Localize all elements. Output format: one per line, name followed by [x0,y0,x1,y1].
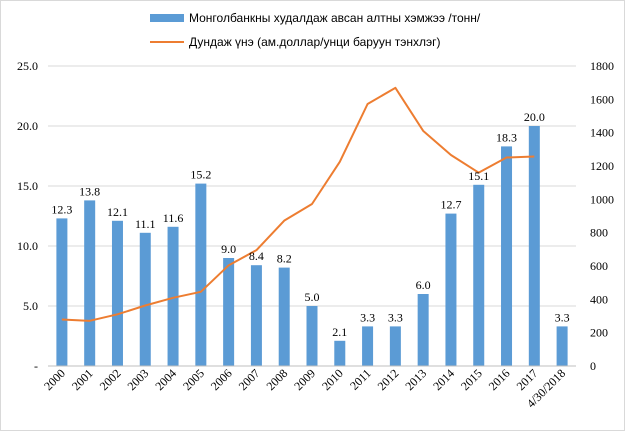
line-series [61,86,535,322]
bar [139,232,151,366]
bar-data-label: 3.3 [555,310,570,324]
price-line [61,86,535,322]
bar [306,306,318,366]
bar-data-label: 11.6 [163,211,184,225]
legend-bar-label: Монголбанкны худалдаж авсан алтны хэмжээ… [189,11,481,25]
y-left-tick-label: - [34,359,38,373]
bar-data-label: 18.3 [496,130,517,144]
y-right-tick-label: 400 [590,292,608,306]
x-tick-label: 2015 [458,366,485,393]
bar [223,258,235,366]
x-tick-label: 2013 [402,366,429,393]
gridlines [48,65,576,307]
x-tick-label: 2003 [125,366,152,393]
bar [389,326,401,366]
bar-data-label: 3.3 [360,310,375,324]
bar-data-label: 8.2 [277,252,292,266]
x-tick-label: 2009 [291,366,318,393]
bar [556,326,568,366]
bar-data-label: 12.3 [51,202,72,216]
y-right-tick-label: 1000 [590,192,614,206]
y-right-tick-label: 1400 [590,126,614,140]
x-tick-label: 2012 [375,366,402,393]
bar [250,265,262,366]
bar-data-label: 12.7 [440,198,461,212]
x-tick-label: 2010 [319,366,346,393]
x-tick-label: 2005 [180,366,207,393]
legend-bar-swatch [150,14,184,22]
bar [84,200,96,366]
bar [362,326,374,366]
data-labels: 12.3 13.8 12.1 11.1 11.6 15.2 9.0 8.4 8.2 5.0 2.1 3… [51,110,569,339]
bar [195,183,207,366]
y-right-tick-label: 1200 [590,159,614,173]
y-right-tick-label: 200 [590,326,608,340]
bar [417,294,429,366]
x-tick-label: 2007 [236,366,263,393]
bar-data-label: 13.8 [79,184,100,198]
bar-data-label: 15.1 [468,169,489,183]
legend: Монголбанкны худалдаж авсан алтны хэмжээ… [150,11,481,49]
x-tick-label: 2006 [208,366,235,393]
x-tick-label: 2004 [152,366,179,393]
x-tick-label: 2001 [69,366,96,393]
y-right-tick-label: 1800 [590,59,614,73]
bar [56,218,68,366]
x-tick-label: 2014 [430,366,457,393]
x-tick-label: 2011 [347,366,374,393]
x-tick-label: 2008 [263,366,290,393]
y-right-tick-label: 1600 [590,92,614,106]
x-tick-label: 2016 [486,366,513,393]
bar [334,340,346,366]
y-left-tick-label: 5.0 [23,299,38,313]
y-left-tick-label: 20.0 [17,119,38,133]
bar [501,146,513,366]
bar [473,184,485,366]
bar-data-label: 12.1 [107,205,128,219]
y-left-tick-label: 25.0 [17,59,38,73]
bar [445,213,457,366]
bar-data-label: 2.1 [332,325,347,339]
bar-series [56,126,568,366]
bar-data-label: 15.2 [190,168,211,182]
y-left-tick-label: 10.0 [17,239,38,253]
bar-data-label: 9.0 [221,242,236,256]
bar-data-label: 20.0 [524,110,545,124]
y-left-tick-label: 15.0 [17,179,38,193]
bar-data-label: 11.1 [135,217,156,231]
y-right-tick-label: 600 [590,259,608,273]
bar [111,220,123,366]
x-tick-label: 2002 [97,366,124,393]
bar [528,126,540,366]
bar-data-label: 6.0 [416,278,431,292]
x-tick-label: 2000 [41,366,68,393]
bar-data-label: 3.3 [388,310,403,324]
bar-data-label: 5.0 [305,290,320,304]
legend-line-label: Дундаж үнэ (ам.доллар/унци баруун тэнхлэ… [189,35,441,49]
y-right-tick-label: 800 [590,226,608,240]
bar [278,267,290,366]
bar [167,226,179,366]
bar-data-label: 8.4 [249,249,264,263]
y-right-tick-label: 0 [590,359,596,373]
